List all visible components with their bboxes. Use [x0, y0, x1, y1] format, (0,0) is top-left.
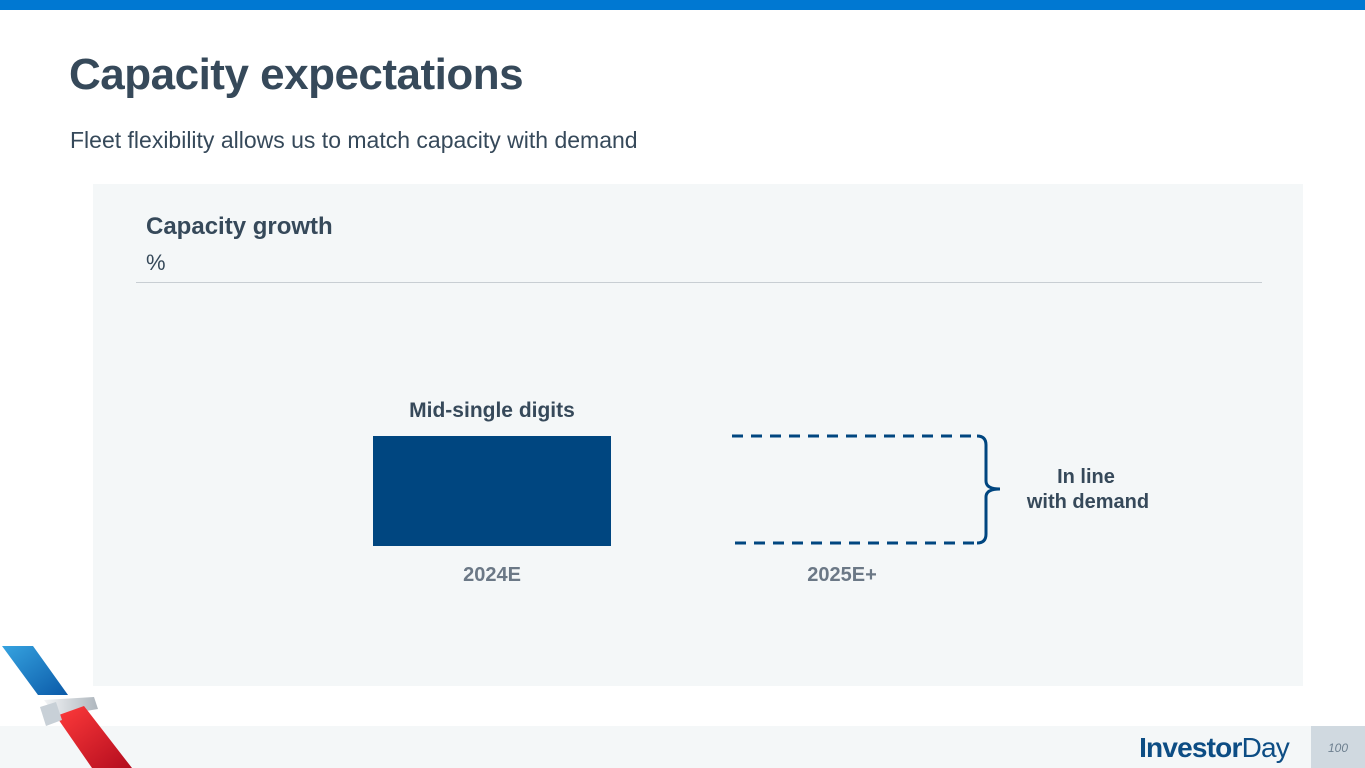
- category-label-2025e: 2025E+: [807, 564, 877, 586]
- category-label-2024e: 2024E: [463, 564, 521, 586]
- investor-day-logo: InvestorDay: [1139, 732, 1290, 764]
- page-number: 100: [1327, 741, 1349, 755]
- chart-unit-label: %: [146, 250, 166, 275]
- range-label-line1: In line: [1057, 466, 1115, 488]
- range-label-line2: with demand: [1026, 491, 1149, 513]
- capacity-chart: Mid-single digits 2024E In line with dem…: [373, 399, 1149, 586]
- page-title: Capacity expectations: [69, 50, 524, 99]
- chart-panel: Capacity growth % Mid-single digits 2024…: [93, 184, 1303, 686]
- brand-part-day: Day: [1241, 732, 1290, 763]
- page-number-box: 100: [1311, 726, 1365, 768]
- chart-title: Capacity growth: [146, 213, 333, 240]
- range-bracket: [976, 434, 1001, 545]
- top-accent-bar: [0, 0, 1365, 10]
- page-subtitle: Fleet flexibility allows us to match cap…: [70, 127, 638, 153]
- bar-2024e: [373, 436, 611, 546]
- footer: InvestorDay 100: [0, 726, 1365, 768]
- brand-part-investor: Investor: [1139, 732, 1242, 763]
- airline-flight-symbol-icon: [2, 646, 132, 768]
- bar-label-2024e: Mid-single digits: [409, 399, 575, 422]
- chart-header-rule: [136, 282, 1262, 283]
